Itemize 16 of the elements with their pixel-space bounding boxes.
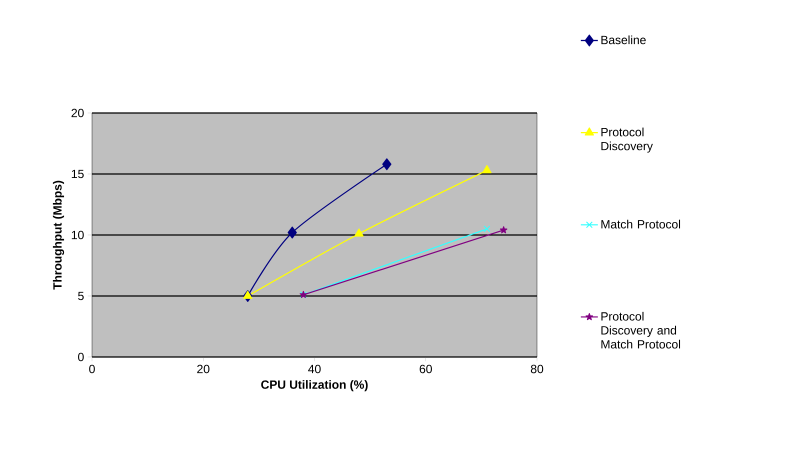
legend-label: Protocol Discovery xyxy=(601,128,653,153)
legend-label: Match Protocol xyxy=(601,220,680,228)
x-tick-label: 20 xyxy=(197,364,210,374)
y-tick-label: 15 xyxy=(72,170,84,178)
legend-label: Protocol Discovery and Match Protocol xyxy=(601,312,680,349)
y-tick-label: 20 xyxy=(72,108,84,118)
x-tick-label: 40 xyxy=(308,364,321,374)
y-tick-label: 10 xyxy=(72,230,84,240)
legend-label: Baseline xyxy=(601,35,646,44)
y-axis-title: Throughput (Mbps) xyxy=(52,180,64,290)
x-tick-label: 60 xyxy=(420,364,432,374)
y-tick-label: 5 xyxy=(78,292,84,300)
x-tick-label: 80 xyxy=(530,364,544,374)
x-tick-label: 0 xyxy=(89,364,95,374)
x-axis-title: CPU Utilization (%) xyxy=(261,380,368,392)
y-tick-label: 0 xyxy=(78,352,84,362)
